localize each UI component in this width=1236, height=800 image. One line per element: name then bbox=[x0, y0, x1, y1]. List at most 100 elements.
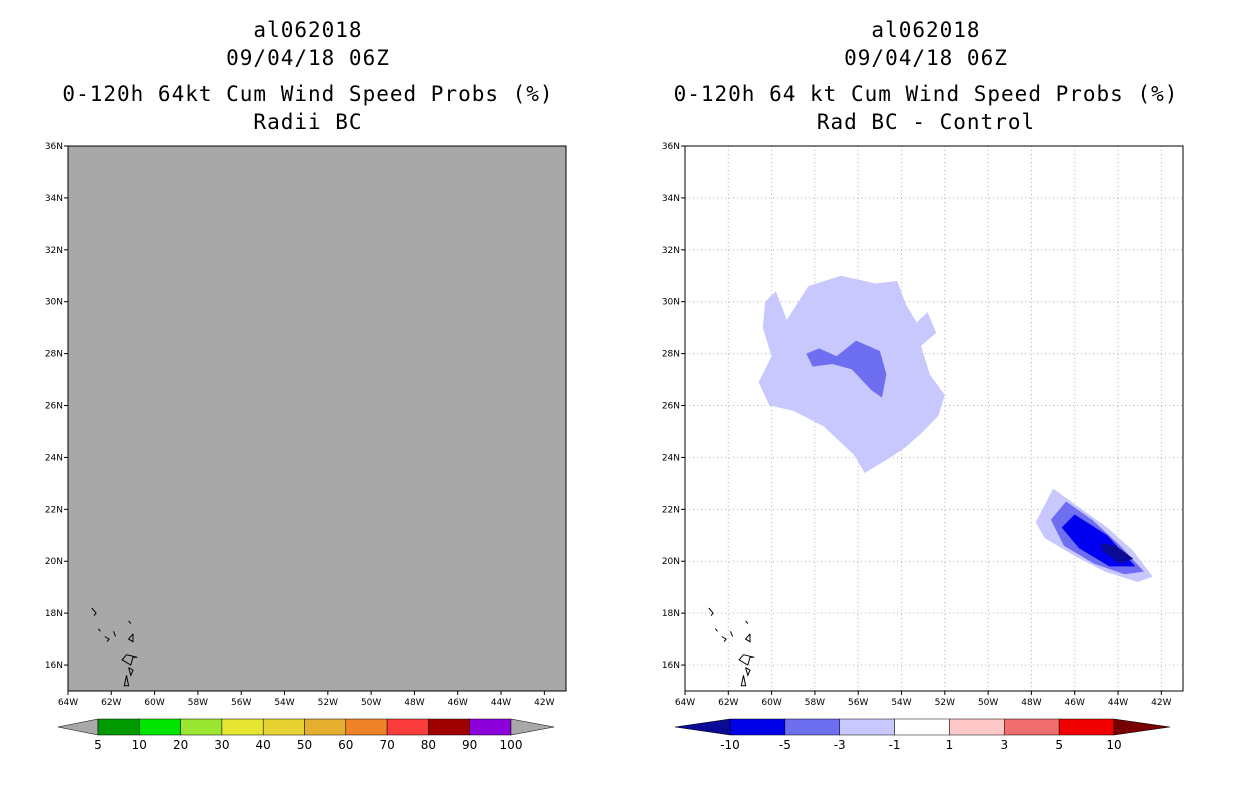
colorbar-label: 60 bbox=[338, 738, 353, 752]
y-tick-label: 26N bbox=[45, 402, 63, 412]
x-tick-label: 60W bbox=[761, 698, 781, 708]
colorbar-label: 100 bbox=[500, 738, 523, 752]
colorbar-label: 30 bbox=[214, 738, 229, 752]
island-outline bbox=[127, 633, 134, 643]
colorbar-box bbox=[894, 718, 950, 736]
left-map-background bbox=[67, 145, 567, 692]
x-tick-label: 48W bbox=[1021, 698, 1041, 708]
contour-region-north-mid bbox=[806, 340, 887, 398]
right-map-panel: 64W 62W 60W 58W 56W 54W 52W 50W 48W 46W 44W 42W 16N 1… bbox=[662, 142, 1184, 752]
island-outline bbox=[123, 675, 130, 687]
colorbar-box bbox=[1058, 718, 1115, 736]
right-contour-regions bbox=[758, 275, 1153, 582]
x-tick-label: 62W bbox=[718, 698, 738, 708]
contour-region-east-core bbox=[1100, 543, 1134, 564]
island-outline bbox=[91, 607, 97, 617]
left-axis-ticks: 64W 62W 60W 58W 56W 54W 52W 50W 48W 46W 44W 42W 16N 1… bbox=[45, 142, 555, 708]
x-tick-label: 54W bbox=[891, 698, 911, 708]
y-tick-label: 26N bbox=[662, 402, 680, 412]
colorbar-box bbox=[139, 718, 181, 736]
x-tick-label: 52W bbox=[318, 698, 338, 708]
island-outline bbox=[714, 628, 718, 632]
island-outline bbox=[104, 636, 110, 643]
left-colorbar: 5 10 20 30 40 50 60 70 80 90 100 bbox=[57, 718, 555, 752]
colorbar-box bbox=[949, 718, 1005, 736]
colorbar-box bbox=[839, 718, 895, 736]
y-tick-label: 30N bbox=[45, 298, 63, 308]
island-outline bbox=[113, 631, 117, 637]
colorbar-box bbox=[386, 718, 429, 736]
island-outline bbox=[744, 633, 751, 643]
colorbar-high-arrow bbox=[1113, 718, 1171, 736]
colorbar-label: 10 bbox=[1106, 738, 1121, 752]
y-tick-label: 36N bbox=[45, 142, 63, 152]
colorbar-box bbox=[97, 718, 140, 736]
island-outline bbox=[128, 667, 134, 677]
x-tick-label: 58W bbox=[188, 698, 208, 708]
colorbar-label: 90 bbox=[462, 738, 477, 752]
colorbar-label: 70 bbox=[379, 738, 394, 752]
colorbar-label: 50 bbox=[297, 738, 312, 752]
island-outline bbox=[740, 675, 747, 687]
x-tick-label: 50W bbox=[978, 698, 998, 708]
right-chart-title: 0-120h 64 kt Cum Wind Speed Probs (%) bbox=[673, 82, 1179, 106]
x-tick-label: 48W bbox=[404, 698, 424, 708]
y-tick-label: 16N bbox=[662, 661, 680, 671]
right-datetime: 09/04/18 06Z bbox=[844, 46, 1008, 70]
y-tick-label: 16N bbox=[45, 661, 63, 671]
colorbar-label: 5 bbox=[94, 738, 102, 752]
x-tick-label: 62W bbox=[101, 698, 121, 708]
y-tick-label: 24N bbox=[662, 453, 680, 463]
colorbar-label: 40 bbox=[256, 738, 271, 752]
x-tick-label: 64W bbox=[675, 698, 695, 708]
x-tick-label: 52W bbox=[935, 698, 955, 708]
colorbar-box bbox=[428, 718, 470, 736]
y-tick-label: 34N bbox=[662, 194, 680, 204]
right-chart-subtitle: Rad BC - Control bbox=[816, 110, 1036, 134]
colorbar-box bbox=[784, 718, 840, 736]
island-outline bbox=[738, 654, 755, 666]
island-outline bbox=[721, 636, 727, 643]
y-tick-label: 32N bbox=[45, 246, 63, 256]
left-chart-title: 0-120h 64kt Cum Wind Speed Probs (%) bbox=[62, 82, 554, 106]
colorbar-label: 3 bbox=[1000, 738, 1008, 752]
x-tick-label: 60W bbox=[144, 698, 164, 708]
colorbar-box bbox=[180, 718, 223, 736]
left-datetime: 09/04/18 06Z bbox=[226, 46, 390, 70]
island-outline bbox=[745, 667, 751, 677]
x-tick-label: 42W bbox=[534, 698, 554, 708]
island-outline bbox=[708, 607, 714, 617]
y-tick-label: 36N bbox=[662, 142, 680, 152]
x-tick-label: 56W bbox=[231, 698, 251, 708]
right-panel-titles: al062018 09/04/18 06Z 0-120h 64 kt Cum W… bbox=[646, 16, 1206, 136]
x-tick-label: 44W bbox=[491, 698, 511, 708]
y-tick-label: 30N bbox=[662, 298, 680, 308]
x-tick-label: 54W bbox=[274, 698, 294, 708]
colorbar-label: 5 bbox=[1055, 738, 1063, 752]
y-tick-label: 22N bbox=[45, 505, 63, 515]
y-tick-label: 28N bbox=[662, 350, 680, 360]
right-islands bbox=[708, 607, 755, 687]
right-axis-ticks: 64W 62W 60W 58W 56W 54W 52W 50W 48W 46W 44W 42W 16N 1… bbox=[662, 142, 1172, 708]
colorbar-box bbox=[345, 718, 388, 736]
y-tick-label: 20N bbox=[662, 557, 680, 567]
left-chart-subtitle: Radii BC bbox=[253, 110, 363, 134]
island-outline bbox=[128, 620, 132, 624]
island-outline bbox=[730, 631, 734, 637]
y-tick-label: 28N bbox=[45, 350, 63, 360]
colorbar-high-arrow bbox=[510, 718, 555, 736]
colorbar-box bbox=[729, 718, 786, 736]
y-tick-label: 24N bbox=[45, 453, 63, 463]
colorbar-box bbox=[262, 718, 305, 736]
island-outline bbox=[745, 620, 749, 624]
colorbar-box bbox=[1004, 718, 1060, 736]
x-tick-label: 64W bbox=[58, 698, 78, 708]
right-colorbar: -10 -5 -3 -1 1 3 5 10 bbox=[674, 718, 1171, 752]
colorbar-label: 10 bbox=[132, 738, 147, 752]
y-tick-label: 18N bbox=[45, 609, 63, 619]
colorbar-label: 20 bbox=[173, 738, 188, 752]
contour-region-north-light bbox=[758, 275, 945, 473]
left-map-panel: 64W 62W 60W 58W 56W 54W 52W 50W 48W 46W 44W 42W 16N 1… bbox=[45, 142, 567, 752]
colorbar-low-arrow bbox=[674, 718, 731, 736]
